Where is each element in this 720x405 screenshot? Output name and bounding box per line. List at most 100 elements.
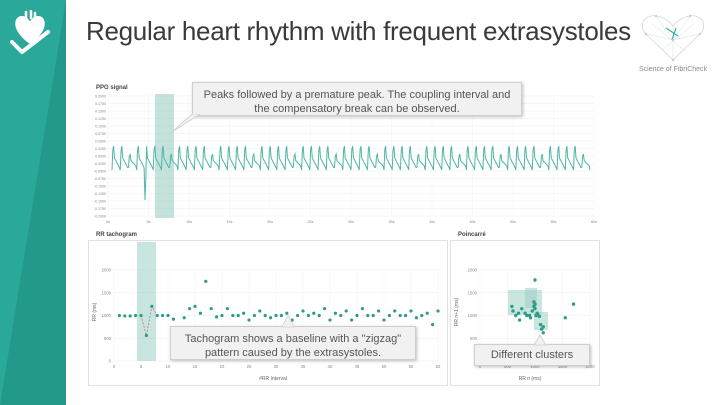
ppg-y-axis: 0.2000 0.1750 0.1500 0.1250 0.1000 0.0750 0.05… [94, 95, 106, 219]
tachogram-point [128, 314, 132, 318]
tachogram-point [420, 313, 424, 318]
ppg-y-tick: 0.1500 [95, 110, 106, 114]
tachogram-point [204, 279, 208, 283]
tachogram-point [350, 318, 354, 322]
accent-sidebar [0, 0, 66, 405]
tachogram-point [231, 313, 235, 318]
tachogram-point [215, 315, 219, 319]
ppg-x-tick: 30s [348, 220, 354, 224]
tachogram-x-tick: 35 [301, 364, 306, 369]
ppg-x-tick: 40s [429, 220, 435, 224]
tachogram-x-tick: 10 [166, 364, 171, 369]
tachogram-point [258, 309, 262, 313]
tachogram-point [269, 316, 273, 320]
tachogram-y-tick: 0 [109, 359, 112, 364]
tachogram-point [188, 307, 192, 311]
poincare-ylabel: RR n+1 (ms) [454, 297, 460, 326]
ppg-y-tick: 0.0750 [95, 132, 106, 136]
tachogram-point [355, 313, 359, 318]
ppg-x-axis: 0s 5s 10s 15s 20s 25s 30s 35s 40s 45s 50s 55s 60s [106, 220, 597, 224]
tachogram-point [387, 313, 391, 318]
geometric-heart-icon [642, 14, 704, 62]
ppg-x-tick: 60s [591, 220, 597, 224]
tachogram-point [225, 307, 229, 311]
tachogram-point [161, 313, 165, 318]
tachogram-x-tick: 5 [140, 364, 143, 369]
tachogram-point [193, 304, 197, 308]
tachogram-point [285, 311, 289, 315]
poincare-x-tick: 500 [504, 364, 512, 369]
ppg-x-tick: 45s [469, 220, 475, 224]
poincare-point [541, 325, 545, 329]
tachogram-point [317, 313, 321, 318]
slide-title: Regular heart rhythm with frequent extra… [86, 16, 631, 46]
ppg-y-tick: -0.1500 [94, 200, 106, 204]
ppg-label: PPG signal [96, 85, 128, 91]
tachogram-point [323, 307, 327, 311]
poincare-y-tick: 2000 [468, 268, 478, 273]
tachogram-point [117, 313, 121, 318]
tachogram-point [398, 313, 402, 318]
poincare-x-tick: 1500 [558, 364, 568, 369]
ppg-y-tick: 0.1750 [95, 102, 106, 106]
tachogram-point [166, 313, 170, 318]
tachogram-y-tick: 1000 [102, 313, 112, 318]
ppg-y-tick: 0.2000 [95, 95, 106, 99]
tachogram-point [236, 313, 240, 318]
tachogram-point [301, 309, 305, 313]
tachogram-y-tick: 2000 [102, 268, 112, 273]
ppg-y-tick: -0.0750 [94, 177, 106, 181]
tachogram-point [339, 313, 343, 318]
ppg-y-tick: -0.0250 [94, 162, 106, 166]
ppg-y-tick: 0.1250 [95, 117, 106, 121]
poincare-point [517, 318, 522, 322]
tachogram-y-tick: 1500 [102, 290, 112, 295]
poincare-x-axis: 0 500 1000 1500 2000 [479, 364, 595, 369]
tachogram-callout-pointer [281, 314, 295, 328]
poincare-point [571, 302, 576, 306]
ppg-signal-line [111, 145, 591, 201]
poincare-point [541, 331, 545, 335]
ppg-x-tick: 55s [550, 220, 556, 224]
poincare-callout-text: Different clusters [490, 349, 574, 361]
tachogram-point [328, 318, 332, 322]
tachogram-point [344, 309, 348, 313]
tachogram-point [144, 333, 148, 338]
ppg-y-tick: 0.1000 [95, 125, 106, 129]
tachogram-x-tick: 60 [436, 364, 441, 369]
ppg-x-tick: 20s [267, 220, 273, 224]
ppg-highlight-region [155, 94, 174, 218]
tachogram-point [252, 313, 256, 318]
ppg-y-tick: 0.0000 [95, 155, 106, 159]
poincare-point [525, 313, 529, 318]
tachogram-point [155, 313, 159, 318]
tachogram-point [366, 313, 370, 318]
tachogram-y-axis: 2000 1500 1000 500 0 [102, 268, 112, 364]
tachogram-point [393, 309, 397, 313]
poincare-point [533, 306, 537, 311]
brand-logo: Science of FibriCheck [632, 10, 714, 78]
ppg-x-tick: 25s [307, 220, 313, 224]
ppg-x-tick: 0s [106, 220, 110, 224]
poincare-callout-pointer [533, 334, 547, 346]
ppg-grid [107, 95, 595, 217]
ppg-x-tick: 5s [146, 220, 150, 224]
tachogram-point [360, 307, 364, 311]
tachogram-y-tick: 500 [104, 336, 112, 341]
tachogram-point [436, 309, 440, 313]
tachogram-point [198, 311, 202, 315]
tachogram-x-tick: 50 [382, 364, 387, 369]
tachogram-points [117, 279, 440, 338]
tachogram-point [263, 313, 267, 318]
poincare-point [530, 309, 534, 313]
ppg-y-tick: -0.0500 [94, 170, 106, 174]
tachogram-point [274, 313, 278, 318]
tachogram-point [414, 316, 418, 320]
tachogram-point [371, 313, 375, 318]
poincare-point [514, 313, 518, 318]
tachogram-x-tick: 15 [193, 364, 198, 369]
tachogram-point [123, 314, 127, 318]
poincare-point [516, 311, 521, 315]
ppg-x-tick: 15s [226, 220, 232, 224]
tachogram-chart: 2000 1500 1000 500 0 0 5 10 15 20 25 30 35 40 45 50 55 6… [92, 242, 441, 382]
